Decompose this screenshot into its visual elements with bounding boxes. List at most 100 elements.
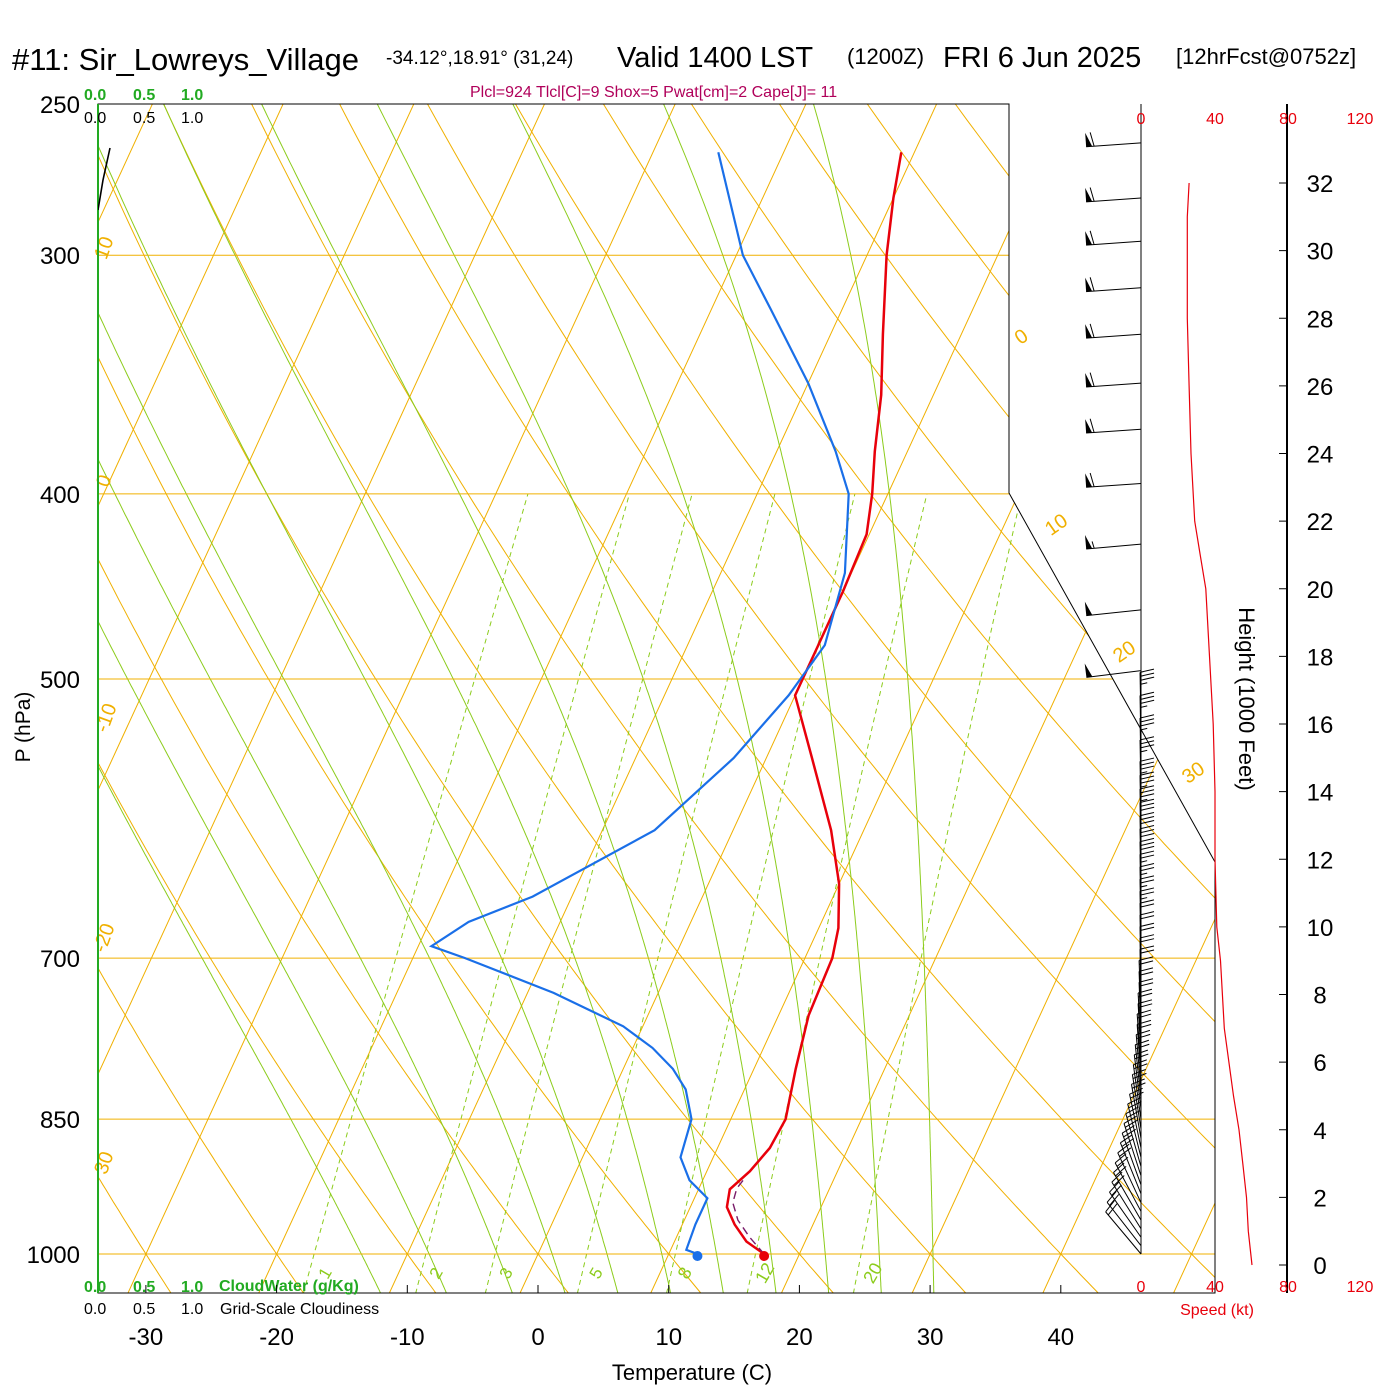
wind-barb-flag [1139,672,1155,677]
moist-adiabat-line [98,104,621,1293]
wind-barb-flag [1139,879,1155,884]
height-label: 28 [1307,306,1334,333]
moist-adiabat-line [98,104,569,1293]
wind-barb-staff [1086,670,1142,678]
wind-barb-staff [1134,1044,1142,1100]
height-label: 22 [1307,509,1334,536]
wind-barb-flag [1139,875,1155,880]
wind-barb-flag [1139,829,1155,834]
wind-barb-staff [1125,1113,1142,1167]
isobars [98,103,1215,1255]
wind-barb-flag [1139,949,1155,954]
dewpoint-curve [428,152,850,1256]
wind-barb-staff [1133,1054,1142,1110]
wind-barb-flag [1139,789,1155,794]
height-label: 12 [1307,847,1334,874]
x-axis-title: Temperature (C) [612,1360,772,1385]
wind-barb-flag [1140,676,1155,681]
wind-barb-flag [1140,744,1155,749]
wind-barb-staff [1139,672,1142,728]
wind-barb [1085,187,1142,203]
wind-barb [1129,1087,1144,1149]
wind-barb [1119,1134,1142,1194]
wind-barb-staff [1135,1034,1142,1090]
parcel-curve [732,1179,765,1255]
wind-barb-flag [1140,806,1155,811]
dry-adiabat-line [1017,104,1215,1293]
wind-barb-flag [1139,867,1155,872]
wind-barb-flag [1109,1194,1120,1206]
wind-barb-flag [1089,187,1095,202]
wind-barb-flag [1089,418,1095,433]
moist-adiabat-line [98,104,386,1293]
speed-axis-title: Speed (kt) [1180,1302,1254,1319]
wind-barb-flag [1140,779,1155,784]
wind-barb-staff [1086,240,1142,246]
wind-barb-staff [1119,1142,1142,1194]
valid-date: FRI 6 Jun 2025 [943,42,1141,74]
wind-barb-staff [1086,543,1142,550]
dry-adiabat-label: 30 [1178,758,1209,789]
dry-adiabat-line [147,104,975,1293]
wind-barb [1117,1143,1142,1203]
wind-barb-flag [1139,695,1155,700]
wind-barb-halfflag [1140,872,1148,876]
height-label: 2 [1313,1185,1326,1212]
dry-adiabat-line [408,104,1215,1293]
dry-adiabat-line [495,104,1215,1293]
wind-barb-flag [1138,967,1154,972]
wind-barb-halfflag [1140,705,1148,708]
wind-barb-flag [1129,1087,1143,1095]
temperature-curve [725,152,903,1256]
cloud-scale-top: 0.0 0.5 1.0 [84,87,203,104]
speed-bottom-0: 0 [1137,1279,1146,1296]
pressure-label-700: 700 [40,946,80,973]
cloud-bottom-green-2: 1.0 [181,1279,203,1296]
cloud-scale-bottom-black: 0.0 0.5 1.0 Grid-Scale Cloudiness [84,1301,379,1318]
wind-barb-staff [1109,1191,1142,1238]
station-coords: -34.12°,18.91° (31,24) [386,48,573,69]
wind-barb-flag [1138,956,1154,961]
cloud-top-black-1: 0.5 [133,110,155,127]
dry-adiabat-line [0,70,44,1302]
wind-barb [1085,323,1142,339]
wind-barb-flag [1139,714,1155,719]
temp-label: 20 [786,1324,813,1351]
isotherm-line [1041,104,1215,1293]
height-label: 6 [1313,1050,1326,1077]
wind-barb-staff [1111,1181,1142,1229]
speed-bottom-40: 40 [1206,1279,1224,1296]
pressure-label-400: 400 [40,482,80,509]
wind-barb [1125,1106,1142,1167]
cloud-bottom-green-0: 0.0 [84,1279,106,1296]
cloudiness-profile [98,147,111,211]
temp-label: 10 [655,1324,682,1351]
dry-adiabat-label: 0 [1011,325,1033,349]
wind-barb-flag [1139,798,1155,803]
dry-adiabat-line [1365,70,1400,1302]
wind-barb-flag [1139,915,1155,920]
dry-adiabat-line [98,104,577,1293]
mixing-ratio-label: 3 [496,1264,517,1282]
wind-barb-flag [1139,771,1155,776]
wind-barb-flag [1089,230,1095,245]
wind-barb-flag [1139,960,1154,965]
wind-barb-staff [1113,1172,1142,1221]
height-label: 10 [1307,915,1334,942]
dry-adiabat-label: -20 [89,921,120,956]
wind-barb [1139,668,1155,728]
wind-barb-flag [1139,811,1155,817]
pressure-label-850: 850 [40,1107,80,1134]
wind-barb-staff [1136,1024,1142,1080]
wind-barb-flag [1139,938,1155,943]
wind-barb-staff [1137,992,1142,1048]
wind-barb-halfflag [1140,727,1148,731]
speed-top-40: 40 [1206,111,1224,128]
wind-barb-staff [1086,287,1142,293]
wind-barb-flag [1139,668,1155,673]
cloud-top-green-1: 0.5 [133,87,155,104]
wind-barb-pennant [1085,132,1093,147]
temp-label: 40 [1047,1324,1074,1351]
